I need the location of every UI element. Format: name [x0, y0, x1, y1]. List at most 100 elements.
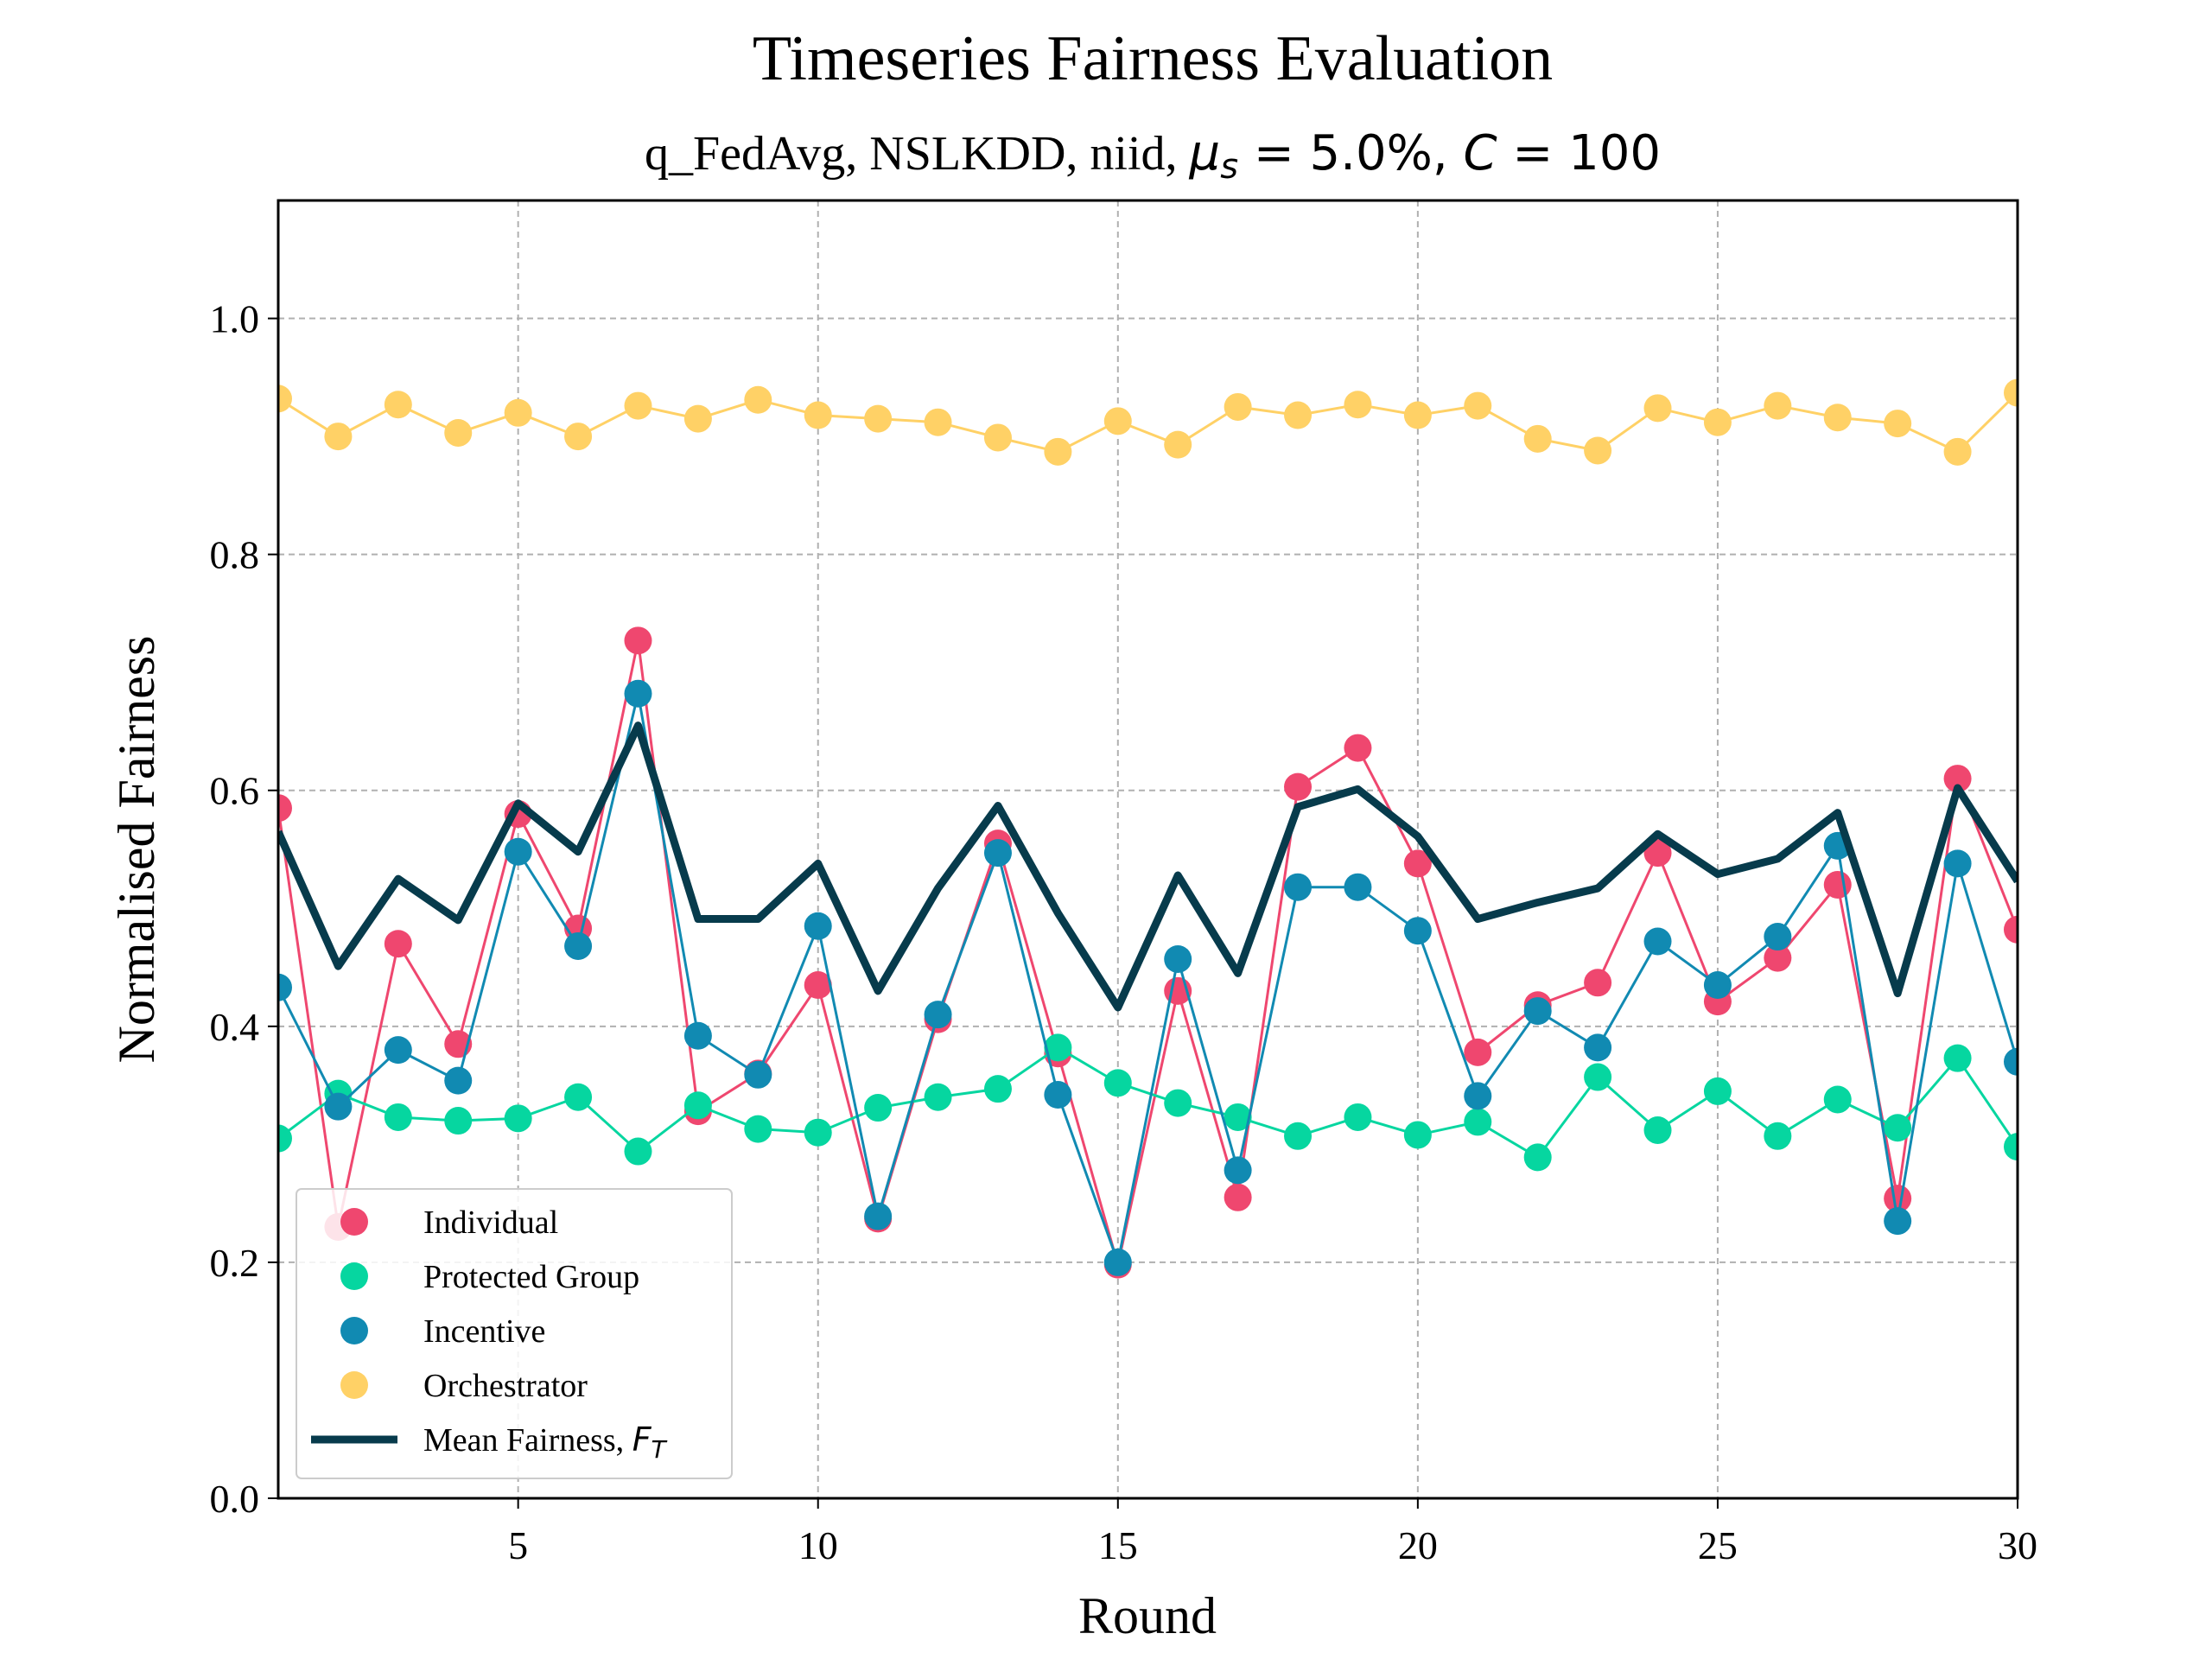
data-point-orchestrator [1224, 392, 1252, 421]
data-point-incentive [1464, 1082, 1492, 1110]
data-point-orchestrator [1764, 391, 1792, 420]
y-axis: 0.0 0.2 0.4 0.6 0.8 1.0 [210, 297, 278, 1521]
y-tick-label: 0.8 [210, 533, 260, 577]
x-tick-label: 30 [1998, 1523, 2037, 1567]
data-point-protected-group [624, 1137, 652, 1166]
data-point-orchestrator [384, 391, 412, 419]
data-point-orchestrator [1464, 391, 1492, 420]
data-point-incentive [278, 973, 292, 1001]
data-point-orchestrator [683, 404, 712, 433]
data-point-orchestrator [504, 398, 532, 427]
legend-label: Orchestrator [423, 1368, 588, 1404]
data-point-protected-group [1523, 1143, 1552, 1172]
y-axis-label: Normalised Fairness [108, 636, 165, 1064]
data-point-protected-group [1464, 1108, 1492, 1136]
data-point-incentive [1344, 873, 1372, 901]
data-point-incentive [2004, 1047, 2018, 1076]
data-point-protected-group [983, 1075, 1012, 1103]
subtitle-mu-sub: s [1220, 147, 1238, 187]
data-point-incentive [983, 839, 1012, 868]
data-point-incentive [384, 1036, 412, 1065]
data-point-protected-group [384, 1103, 412, 1131]
legend-label: Protected Group [423, 1259, 639, 1295]
data-point-orchestrator [804, 401, 832, 429]
data-point-incentive [1403, 917, 1432, 945]
data-point-incentive [1584, 1033, 1612, 1062]
data-point-individual [1943, 765, 1972, 793]
data-point-incentive [1643, 927, 1672, 956]
legend-swatch-marker [340, 1371, 368, 1399]
data-point-protected-group [1224, 1103, 1252, 1131]
legend-label-text: Protected Group [423, 1259, 639, 1295]
series-layer [278, 378, 2018, 1279]
data-point-orchestrator [278, 385, 292, 413]
data-point-protected-group [1403, 1121, 1432, 1149]
data-point-protected-group [924, 1083, 952, 1111]
data-point-orchestrator [1164, 430, 1192, 459]
data-point-individual [1823, 870, 1852, 899]
data-point-orchestrator [624, 391, 652, 420]
legend-box [296, 1188, 733, 1479]
data-point-orchestrator [1703, 408, 1732, 436]
legend-swatch-marker [340, 1262, 368, 1290]
legend-label-text: Incentive [423, 1313, 545, 1350]
data-point-orchestrator [1344, 391, 1372, 419]
data-point-individual [278, 794, 292, 823]
series-line-incentive [278, 693, 2018, 1268]
legend-label-math-sub: T [652, 1435, 668, 1464]
data-point-incentive [1103, 1248, 1132, 1276]
data-point-orchestrator [983, 423, 1012, 452]
data-point-individual [1764, 944, 1792, 972]
series-line-mean-fairness [278, 721, 2018, 1012]
data-point-orchestrator [1643, 394, 1672, 423]
series-group [278, 378, 2018, 1279]
data-point-individual [1344, 734, 1372, 762]
subtitle-mu-value: = 5.0%, [1238, 125, 1463, 181]
legend-label: Individual [423, 1205, 558, 1241]
y-tick-label: 0.0 [210, 1477, 260, 1521]
data-point-orchestrator [1943, 437, 1972, 466]
data-point-protected-group [1764, 1122, 1792, 1150]
data-point-protected-group [804, 1118, 832, 1147]
data-point-individual [2004, 915, 2018, 944]
data-point-orchestrator [1284, 401, 1313, 429]
y-tick-label: 0.6 [210, 769, 260, 813]
data-point-protected-group [1103, 1069, 1132, 1097]
plot-frame [276, 199, 2019, 1500]
data-point-incentive [1703, 971, 1732, 1000]
data-point-individual [1464, 1038, 1492, 1066]
data-point-individual [1403, 849, 1432, 878]
data-point-individual [384, 930, 412, 958]
data-point-incentive [1884, 1207, 1912, 1236]
data-point-individual [624, 626, 652, 655]
data-point-individual [1284, 772, 1313, 801]
data-point-incentive [324, 1092, 353, 1121]
data-point-protected-group [1344, 1103, 1372, 1131]
x-axis-label: Round [1078, 1587, 1217, 1644]
data-point-orchestrator [1584, 436, 1612, 465]
legend-label-math: F [632, 1421, 652, 1459]
data-point-orchestrator [444, 418, 473, 447]
legend-label-text: Orchestrator [423, 1368, 588, 1404]
data-point-protected-group [1943, 1044, 1972, 1072]
legend-label: Mean Fairness, FT [423, 1421, 668, 1464]
data-point-orchestrator [1403, 401, 1432, 429]
data-point-incentive [1224, 1156, 1252, 1185]
data-point-protected-group [1884, 1114, 1912, 1142]
x-tick-label: 15 [1098, 1523, 1138, 1567]
data-point-incentive [683, 1021, 712, 1050]
data-point-protected-group [1044, 1033, 1072, 1062]
data-point-orchestrator [864, 404, 893, 433]
data-point-protected-group [444, 1107, 473, 1135]
data-point-orchestrator [1044, 437, 1072, 466]
data-point-incentive [744, 1060, 772, 1089]
x-tick-label: 10 [798, 1523, 838, 1567]
x-axis: 5 10 15 20 25 30 [508, 1498, 2037, 1567]
subtitle-c: C [1463, 125, 1497, 181]
series-line-protected-group [278, 1046, 2018, 1160]
data-point-orchestrator [924, 408, 952, 436]
data-point-protected-group [1164, 1089, 1192, 1117]
data-point-protected-group [744, 1115, 772, 1143]
data-point-individual [1643, 839, 1672, 868]
data-point-individual [1224, 1183, 1252, 1211]
